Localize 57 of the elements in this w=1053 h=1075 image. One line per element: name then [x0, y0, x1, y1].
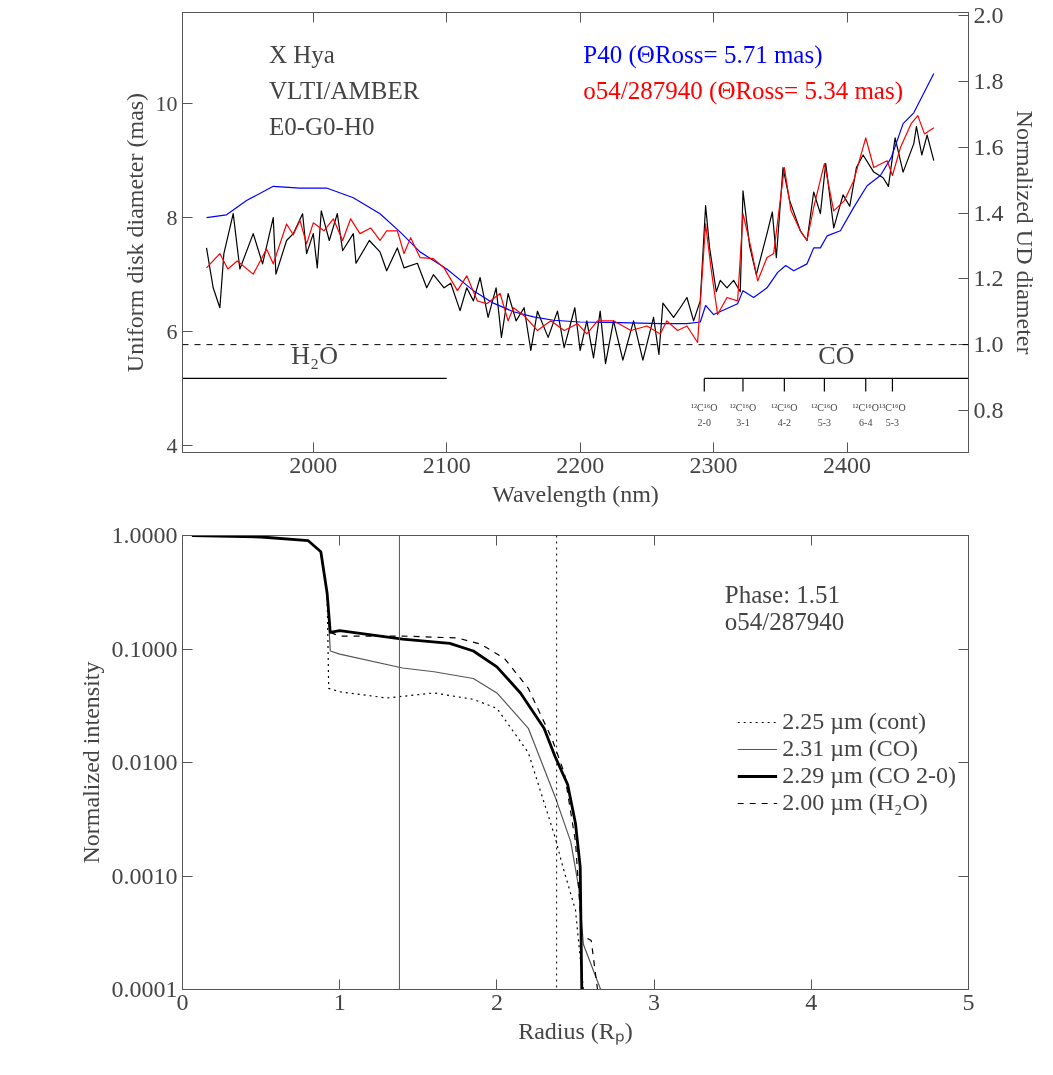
x-tick-label: 0 — [176, 988, 189, 1015]
y-tick-label: 0.1000 — [111, 635, 178, 662]
annotation: ¹³C¹⁶O — [879, 401, 906, 413]
x-tick-label: 2300 — [689, 451, 738, 478]
y-tick-label: 0.0010 — [111, 862, 178, 889]
text: P40 (ΘRoss= 5.71 mas) — [583, 40, 823, 69]
y-axis-title: Normalized intensity — [77, 661, 104, 864]
y-tick-label: 1.0000 — [111, 522, 178, 548]
series-label: o54/287940 (ΘRoss= 5.34 mas) — [583, 76, 904, 105]
annotation: o54/287940 — [724, 608, 845, 636]
y2-tick-label: 0.8 — [973, 396, 1004, 423]
legend-label: 2.29 µm (CO 2-0) — [782, 762, 956, 789]
y-tick-label: 6 — [166, 318, 178, 344]
x-tick-label: 5 — [962, 988, 975, 1015]
legend-label: 2.31 µm (CO) — [782, 735, 919, 762]
annotation: VLTI/AMBER — [268, 76, 420, 104]
annotation: H₂O — [291, 341, 338, 371]
annotation: Phase: 1.51 — [724, 581, 841, 609]
annotation: E0-G0-H0 — [268, 112, 375, 140]
legend-label: 2.25 µm (cont) — [782, 708, 926, 735]
y2-tick-label: 2.0 — [973, 2, 1004, 29]
y2-tick-label: 1.2 — [973, 265, 1004, 292]
x-tick-label: 2100 — [422, 451, 471, 478]
y2-tick-label: 1.4 — [973, 199, 1004, 226]
x-axis-title: Wavelength (nm) — [492, 480, 659, 507]
y2-tick-label: 1.8 — [973, 68, 1004, 95]
annotation: 6-4 — [859, 416, 873, 428]
y-tick-label: 4 — [166, 432, 178, 458]
annotation: 5-3 — [885, 416, 900, 428]
y2-axis-title: Normalized UD diameter — [1011, 110, 1038, 355]
y2-tick-label: 1.6 — [973, 133, 1004, 160]
annotation: ¹²C¹⁶O — [729, 401, 757, 413]
x-axis-title: Radius (Rₚ) — [518, 1017, 633, 1045]
annotation: 2-0 — [697, 416, 711, 428]
annotation: 3-1 — [736, 416, 750, 428]
annotation: CO — [818, 341, 855, 371]
y-tick-label: 10 — [155, 90, 178, 116]
annotation: ¹²C¹⁶O — [691, 401, 718, 413]
y-axis-title: Uniform disk diameter (mas) — [121, 92, 148, 373]
x-tick-label: 2200 — [556, 451, 605, 478]
x-tick-label: 2 — [490, 988, 503, 1015]
legend-label: 2.00 µm (H₂O) — [782, 789, 928, 816]
annotation: ¹²C¹⁶O — [852, 401, 879, 413]
annotation: ¹²C¹⁶O — [811, 401, 838, 413]
y2-tick-label: 1.0 — [973, 331, 1004, 358]
annotation: ¹²C¹⁶O — [771, 401, 798, 413]
annotation: X Hya — [268, 40, 335, 68]
y-tick-label: 8 — [166, 204, 178, 230]
x-tick-label: 1 — [333, 988, 346, 1015]
x-tick-label: 2000 — [289, 451, 338, 478]
y-tick-label: 0.0100 — [111, 749, 178, 775]
x-tick-label: 4 — [805, 988, 818, 1015]
y-tick-label: 0.0001 — [111, 976, 178, 1002]
x-tick-label: 2400 — [823, 451, 872, 478]
annotation: 4-2 — [777, 416, 792, 428]
annotation: 5-3 — [817, 416, 832, 428]
x-tick-label: 3 — [648, 988, 661, 1015]
